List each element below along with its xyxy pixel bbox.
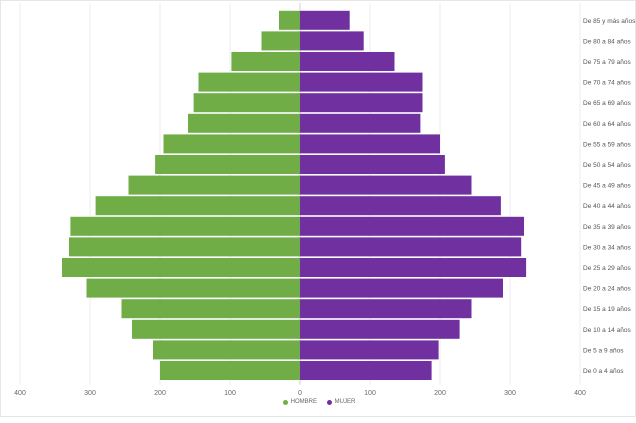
- category-label: De 80 a 84 años: [583, 38, 631, 45]
- bar-hombre: [155, 155, 300, 174]
- bar-mujer: [300, 10, 350, 30]
- x-tick-label: 200: [154, 390, 166, 397]
- bar-mujer: [300, 278, 503, 298]
- bar-mujer: [300, 196, 501, 216]
- bar-hombre: [86, 278, 300, 298]
- bar-hombre: [70, 216, 301, 236]
- x-tick-label: 300: [84, 390, 96, 397]
- bar-hombre: [62, 258, 300, 277]
- bar-mujer: [300, 93, 423, 113]
- bar-mujer: [300, 299, 472, 319]
- bar-hombre: [128, 175, 300, 195]
- bar-hombre: [121, 299, 300, 319]
- bar-mujer: [300, 258, 527, 277]
- category-label: De 60 a 64 años: [583, 121, 631, 128]
- bar-mujer: [300, 155, 445, 174]
- bar-mujer: [300, 216, 524, 236]
- bar-hombre: [153, 340, 300, 360]
- bar-mujer: [300, 319, 460, 339]
- bar-hombre: [231, 52, 300, 71]
- legend-label-mujer: MUJER: [334, 399, 356, 405]
- category-label: De 55 a 59 años: [583, 141, 631, 148]
- bar-hombre: [132, 319, 300, 339]
- legend-label-hombre: HOMBRE: [290, 399, 317, 405]
- category-label: De 30 a 34 años: [583, 244, 631, 251]
- bar-mujer: [300, 113, 421, 133]
- bar-mujer: [300, 237, 522, 257]
- category-label: De 0 a 4 años: [583, 368, 624, 375]
- bar-hombre: [198, 72, 300, 92]
- category-label: De 75 a 79 años: [583, 59, 631, 66]
- bar-mujer: [300, 361, 432, 380]
- category-label: De 70 a 74 años: [583, 80, 631, 87]
- x-tick-label: 400: [574, 390, 586, 397]
- bar-hombre: [160, 361, 300, 380]
- bar-hombre: [279, 10, 300, 30]
- category-label: De 45 a 49 años: [583, 183, 631, 190]
- bar-mujer: [300, 340, 439, 360]
- bar-mujer: [300, 31, 364, 51]
- bar-hombre: [193, 93, 300, 113]
- category-label: De 65 a 69 años: [583, 100, 631, 107]
- bar-mujer: [300, 52, 395, 71]
- bar-mujer: [300, 72, 423, 92]
- x-tick-label: 100: [364, 390, 376, 397]
- legend-item-hombre: HOMBRE: [282, 399, 317, 405]
- category-label: De 35 a 39 años: [583, 224, 631, 231]
- x-tick-label: 200: [434, 390, 446, 397]
- category-label: De 10 a 14 años: [583, 327, 631, 334]
- bar-mujer: [300, 175, 472, 195]
- legend-swatch-mujer: [326, 399, 332, 405]
- category-label: De 25 a 29 años: [583, 265, 631, 272]
- x-tick-label: 400: [14, 390, 26, 397]
- category-label: De 15 a 19 años: [583, 306, 631, 313]
- category-label: De 40 a 44 años: [583, 203, 631, 210]
- category-label: De 85 y más años: [583, 18, 636, 25]
- x-tick-label: 100: [224, 390, 236, 397]
- bar-hombre: [69, 237, 300, 257]
- category-label: De 5 a 9 años: [583, 347, 624, 354]
- x-tick-label: 300: [504, 390, 516, 397]
- bar-hombre: [261, 31, 300, 51]
- legend-item-mujer: MUJER: [326, 399, 356, 405]
- legend: HOMBRE MUJER: [1, 399, 636, 407]
- bar-hombre: [188, 113, 300, 133]
- category-label: De 20 a 24 años: [583, 286, 631, 293]
- bar-hombre: [163, 134, 300, 154]
- legend-swatch-hombre: [282, 399, 288, 405]
- bar-hombre: [95, 196, 300, 216]
- x-tick-label: 0: [298, 390, 302, 397]
- category-label: De 50 a 54 años: [583, 162, 631, 169]
- bar-mujer: [300, 134, 440, 154]
